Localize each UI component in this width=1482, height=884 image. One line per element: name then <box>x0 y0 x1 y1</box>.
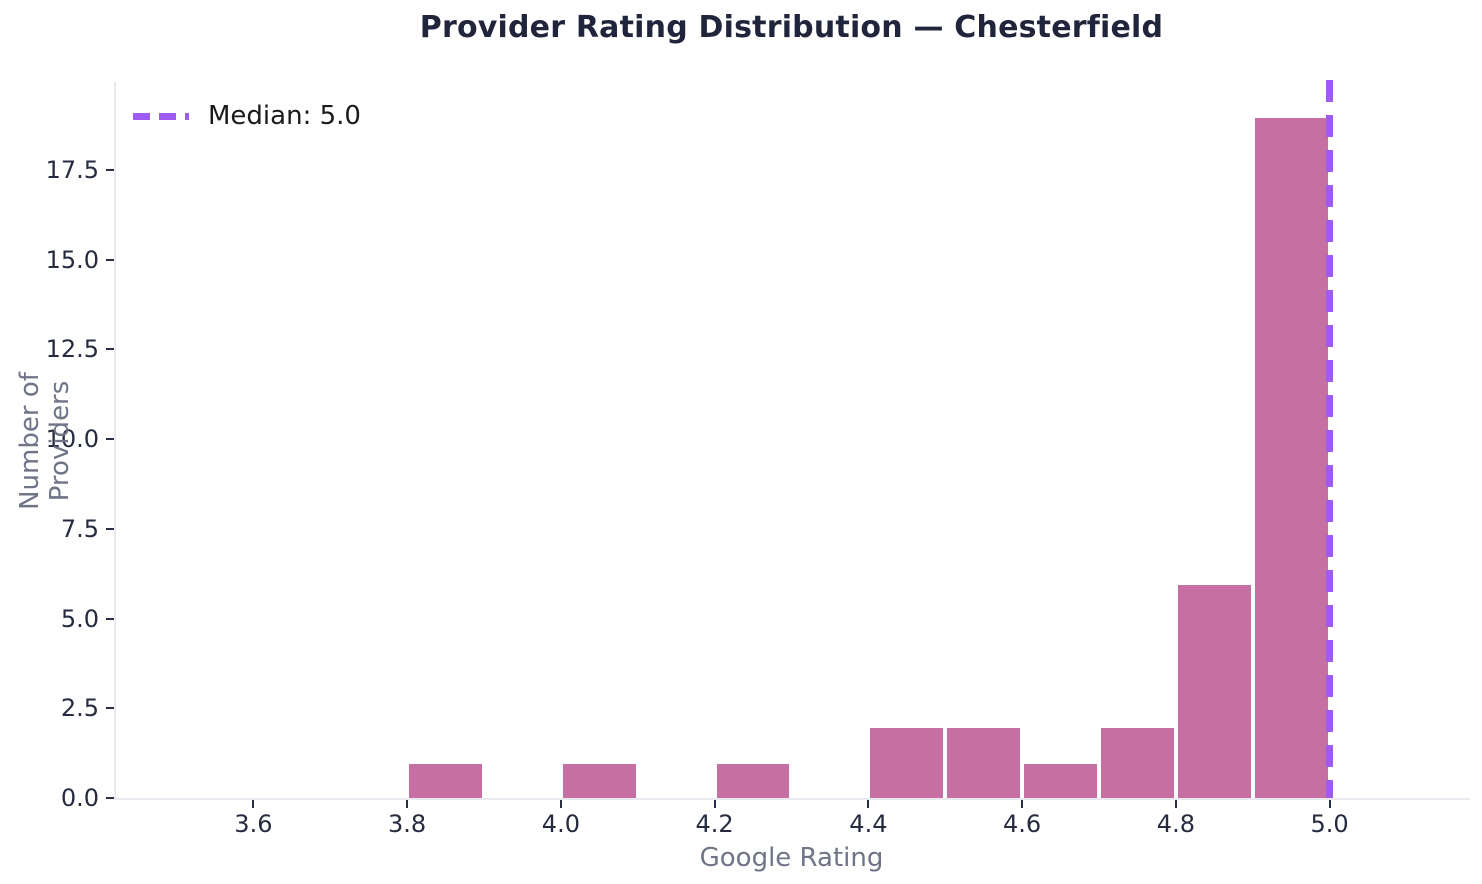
x-tick-mark <box>1174 800 1177 808</box>
legend: Median: 5.0 <box>133 100 361 132</box>
x-tick-mark <box>559 800 562 808</box>
histogram-bar <box>1099 726 1176 798</box>
y-tick-label: 10.0 <box>45 425 99 453</box>
chart-title: Provider Rating Distribution — Chesterfi… <box>419 10 1164 45</box>
y-tick-mark <box>106 707 114 710</box>
histogram-bar <box>560 762 638 798</box>
x-tick-mark <box>713 800 716 808</box>
x-tick-label: 5.0 <box>1310 810 1349 838</box>
histogram-bar <box>1022 762 1099 798</box>
x-tick-label: 4.2 <box>695 810 734 838</box>
x-axis-spine <box>114 798 1470 800</box>
histogram-bar <box>407 762 484 798</box>
y-tick-mark <box>106 348 114 351</box>
y-tick-label: 15.0 <box>45 245 99 274</box>
x-tick-label: 4.6 <box>1003 810 1042 838</box>
y-tick-label: 0.0 <box>60 784 99 812</box>
x-tick-mark <box>252 800 255 808</box>
plot-area: Median: 5.0 <box>115 80 1468 798</box>
median-line <box>1326 80 1334 798</box>
y-axis-spine <box>114 82 116 800</box>
legend-label: Median: 5.0 <box>208 101 361 131</box>
y-tick-label: 17.5 <box>45 155 99 184</box>
x-tick-mark <box>406 800 409 808</box>
x-axis-label: Google Rating <box>699 843 884 873</box>
y-tick-mark <box>106 168 114 171</box>
x-tick-mark <box>1328 800 1331 808</box>
x-axis-ticks: 3.6 3.8 4.0 4.2 4.4 4.6 4.8 5.0 <box>115 798 1468 868</box>
x-tick-label: 3.6 <box>234 810 273 838</box>
y-tick-label: 7.5 <box>60 514 99 543</box>
x-tick-mark <box>867 800 870 808</box>
y-axis-ticks: 0.0 2.5 5.0 7.5 10.0 12.5 15.0 17.5 <box>0 80 115 812</box>
x-tick-label: 4.0 <box>541 810 580 838</box>
y-tick-mark <box>106 797 114 799</box>
x-tick-label: 4.8 <box>1156 810 1195 838</box>
histogram-bar <box>868 726 946 798</box>
y-tick-mark <box>106 438 114 440</box>
y-tick-mark <box>106 617 114 620</box>
x-tick-mark <box>1021 800 1024 808</box>
histogram-bar <box>714 762 792 798</box>
y-tick-mark <box>106 258 114 261</box>
histogram-bar <box>1252 115 1330 798</box>
y-tick-label: 2.5 <box>60 694 99 723</box>
x-tick-label: 4.4 <box>849 810 888 838</box>
median-line-swatch <box>133 112 189 120</box>
x-tick-label: 3.8 <box>388 810 427 838</box>
histogram-bar <box>1175 582 1253 798</box>
histogram-bar <box>945 726 1023 798</box>
y-axis-label: Number of Providers <box>15 372 75 510</box>
y-tick-label: 5.0 <box>60 604 99 633</box>
y-tick-mark <box>106 527 114 530</box>
y-tick-label: 12.5 <box>45 335 99 364</box>
